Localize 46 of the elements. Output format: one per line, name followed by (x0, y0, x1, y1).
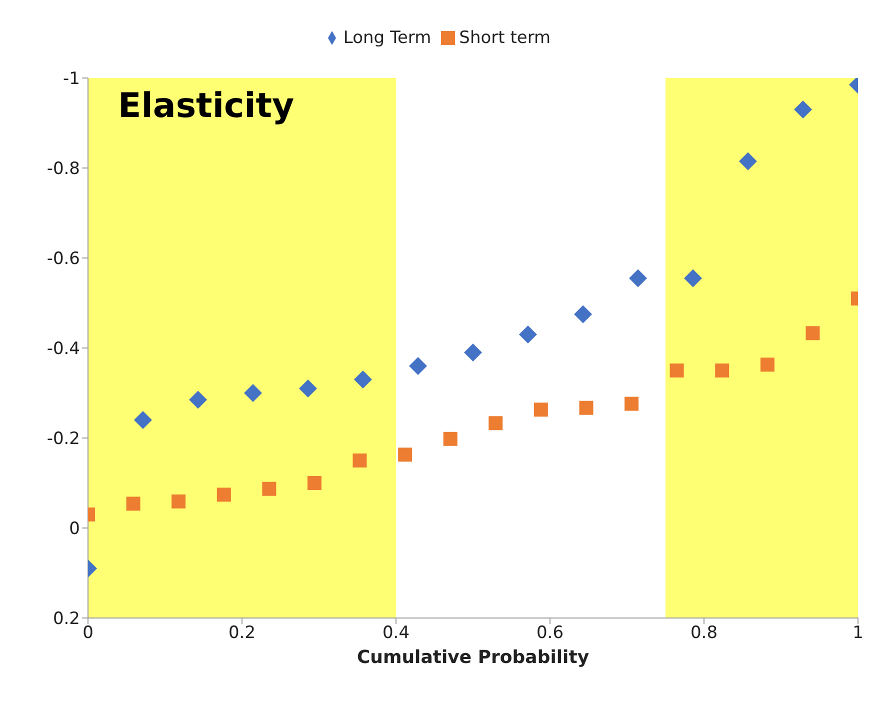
point (398, 448, 412, 462)
point (307, 476, 322, 490)
point (189, 390, 208, 409)
x-tick-label: 0 (82, 623, 94, 644)
point (574, 305, 592, 324)
y-tick-label: -0.8 (46, 159, 80, 180)
x-tick-label: 0.2 (228, 623, 256, 644)
point (738, 152, 757, 170)
point (579, 400, 594, 415)
legend-label: Long Term (343, 28, 432, 48)
y-tick-label: -0.4 (46, 339, 80, 360)
point (464, 344, 482, 362)
point (126, 496, 140, 511)
point (352, 454, 367, 468)
y-tick-label: 0.2 (52, 609, 80, 630)
point (534, 402, 548, 417)
legend-label: Short term (459, 28, 551, 48)
point (172, 494, 186, 508)
point (354, 370, 372, 388)
point (244, 384, 262, 402)
y-tick-label: -0.6 (46, 249, 80, 270)
point (794, 100, 812, 118)
point (262, 482, 276, 496)
point (518, 326, 537, 344)
x-tick-label: 0.4 (382, 623, 410, 644)
y-tick-label: -1 (63, 69, 80, 90)
point (715, 364, 730, 378)
x-tick-label: 1 (852, 623, 864, 644)
point (216, 488, 231, 502)
point (298, 380, 317, 398)
point (134, 411, 152, 429)
x-tick-label: 0.6 (536, 623, 564, 644)
point (624, 396, 639, 411)
chart-title: Elasticity (118, 86, 294, 126)
point (684, 269, 702, 288)
y-tick-label: -0.2 (46, 429, 80, 450)
y-tick-label: 0 (69, 519, 80, 540)
point (760, 358, 774, 372)
x-tick-label: 0.8 (690, 623, 718, 644)
x-axis-title: Cumulative Probability (356, 646, 590, 668)
point (488, 416, 503, 430)
point (806, 326, 820, 340)
point (670, 364, 684, 378)
point (443, 432, 458, 446)
point (629, 269, 648, 288)
point (409, 357, 428, 375)
